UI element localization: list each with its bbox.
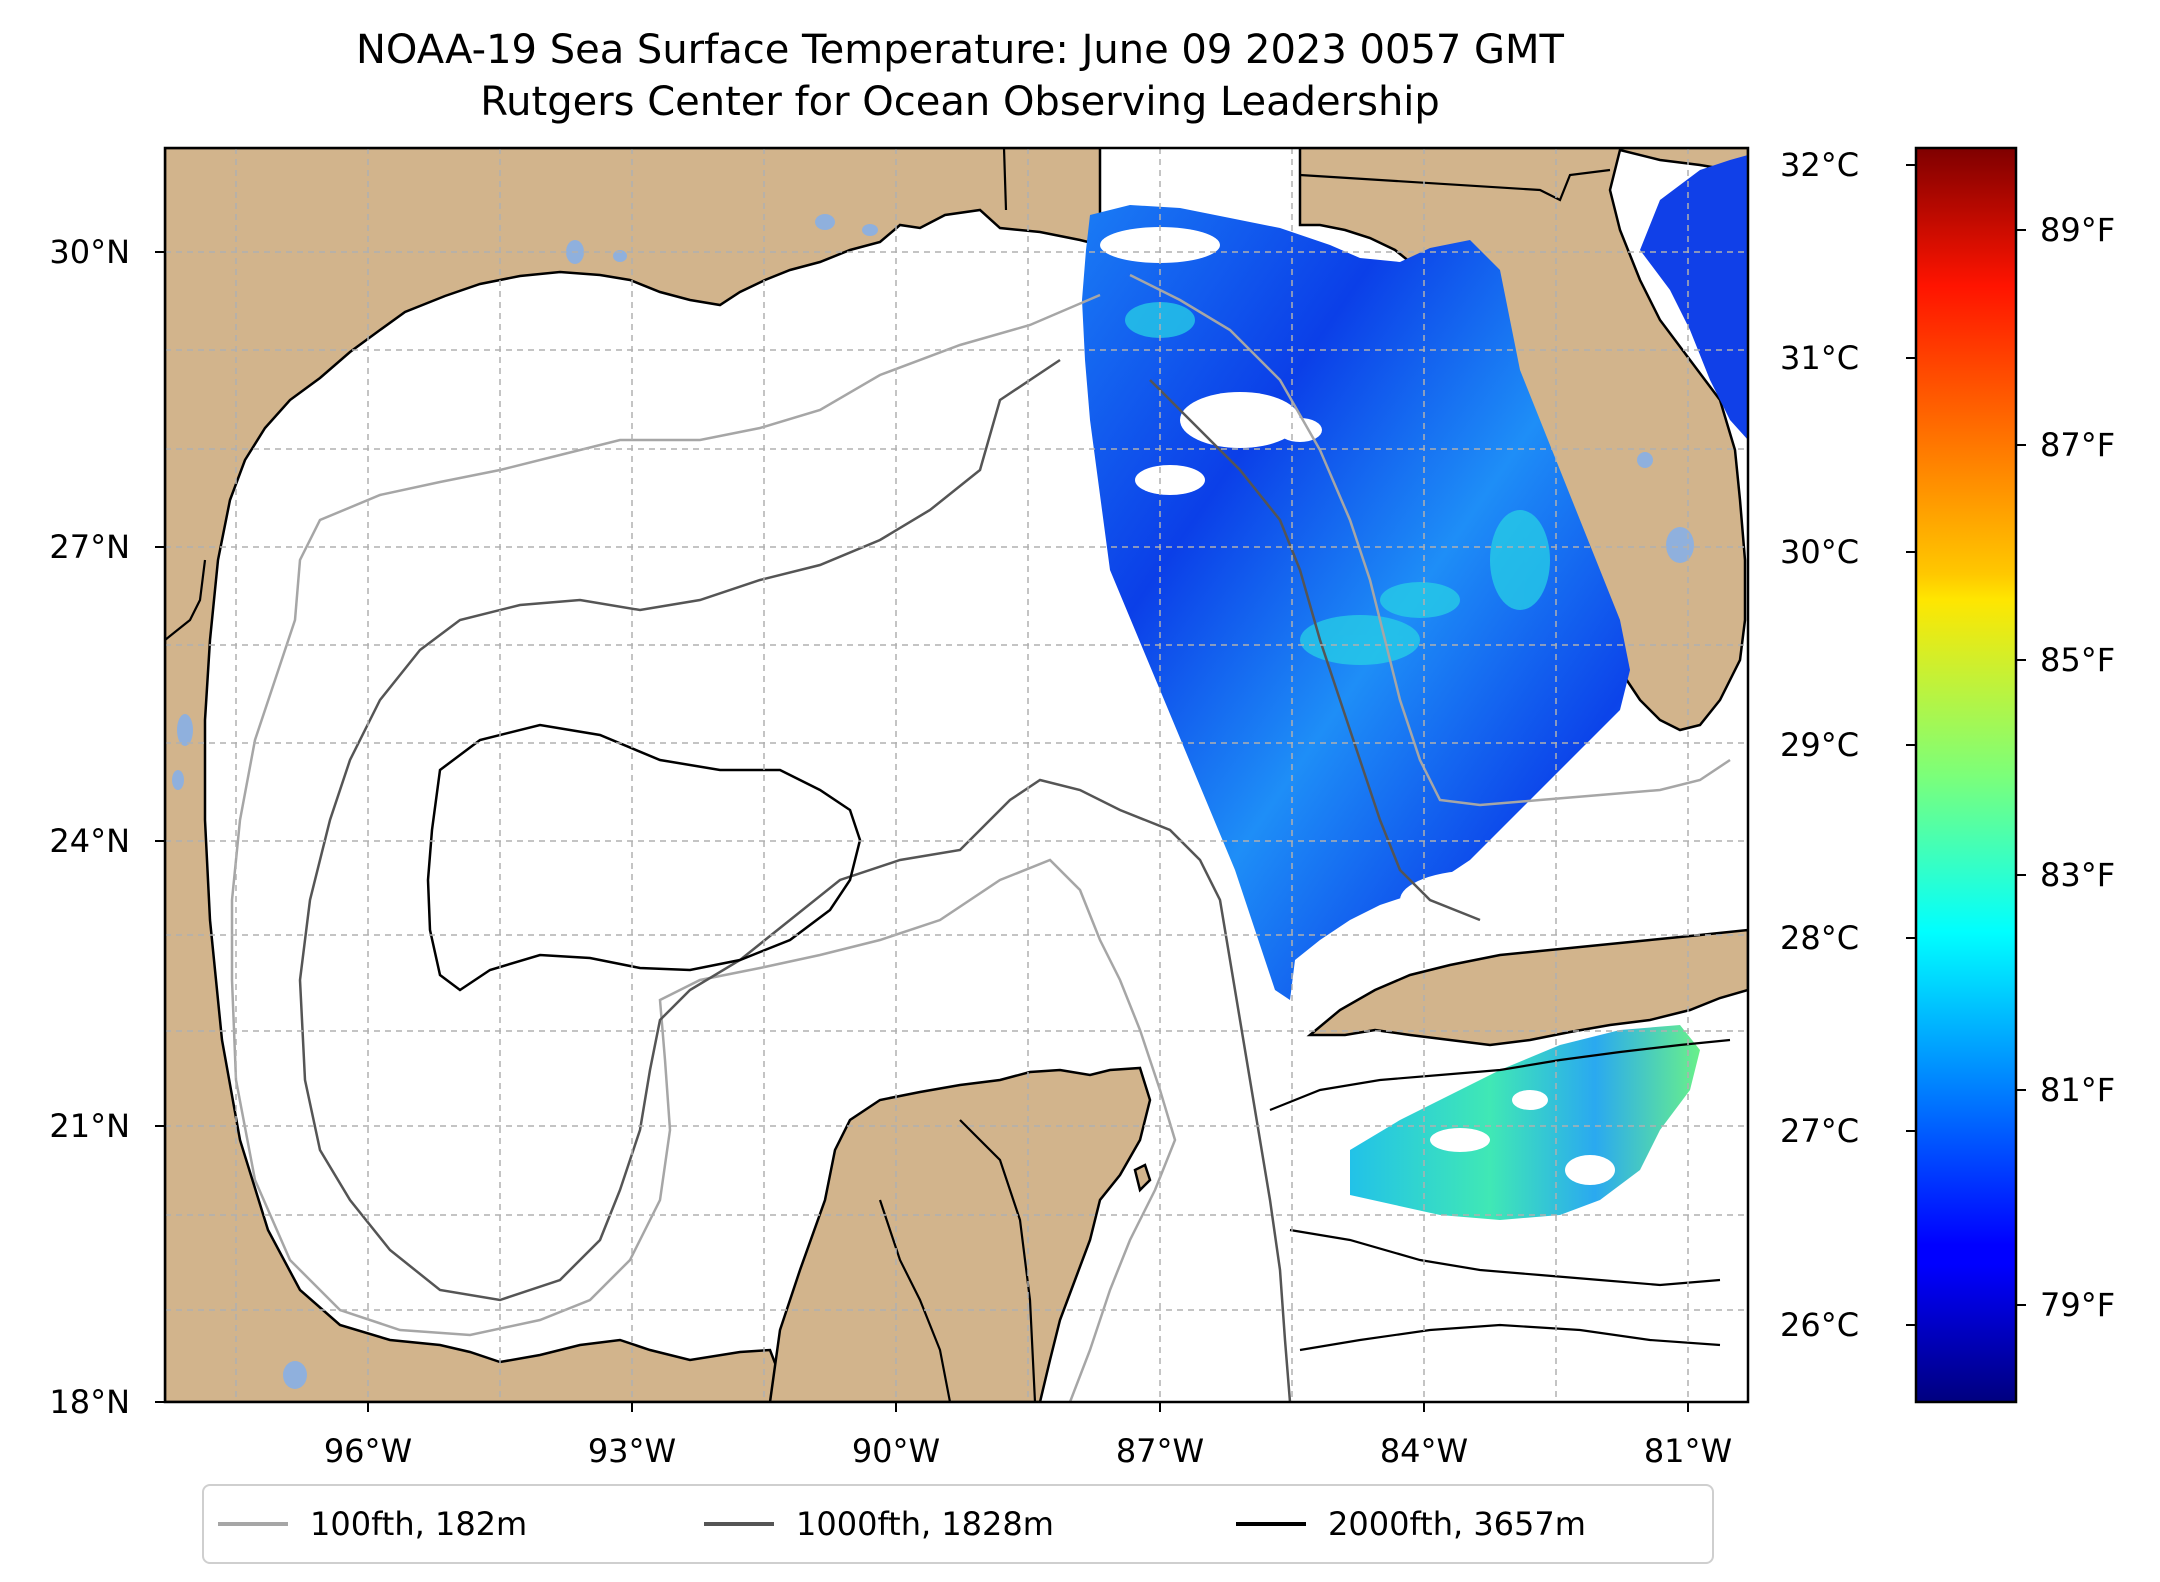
colorbar-label-31c: 31°C xyxy=(1780,339,1860,377)
lakes xyxy=(172,214,1694,1389)
colorbar-label-32c: 32°C xyxy=(1780,146,1860,184)
colorbar-label-85f: 85°F xyxy=(2040,641,2116,679)
lon-label-96w: 96°W xyxy=(323,1432,413,1470)
legend-swatch-1000fth xyxy=(704,1522,774,1526)
cloud-gaps xyxy=(1100,227,1560,930)
cuba-cloud-gaps xyxy=(1430,1090,1615,1185)
colorbar-label-29c: 29°C xyxy=(1780,726,1860,764)
colorbar-label-89f: 89°F xyxy=(2040,211,2116,249)
lon-ticks xyxy=(367,1402,1689,1412)
colorbar-label-26c: 26°C xyxy=(1780,1306,1860,1344)
colorbar-gradient xyxy=(1916,148,2016,1402)
lon-label-81w: 81°W xyxy=(1643,1432,1733,1470)
isobath-1000fth xyxy=(298,358,1292,1402)
colorbar-celsius-ticks xyxy=(1906,164,1916,1326)
colorbar-label-79f: 79°F xyxy=(2040,1286,2116,1324)
map-subtitle: Rutgers Center for Ocean Observing Leade… xyxy=(480,79,1440,125)
colorbar-label-87f: 87°F xyxy=(2040,426,2116,464)
colorbar-label-30c: 30°C xyxy=(1780,533,1860,571)
legend-label-2000fth: 2000fth, 3657m xyxy=(1328,1505,1586,1543)
cozumel-land xyxy=(1133,1163,1152,1193)
legend-label-1000fth: 1000fth, 1828m xyxy=(796,1505,1054,1543)
legend-swatch-2000fth xyxy=(1236,1522,1306,1526)
lat-label-21n: 21°N xyxy=(49,1107,130,1145)
legend-swatch-100fth xyxy=(218,1522,288,1526)
isobath-2000fth xyxy=(426,723,862,992)
yucatan-peninsula-land xyxy=(768,1066,1152,1402)
political-borders xyxy=(165,148,1611,1402)
colorbar-label-81f: 81°F xyxy=(2040,1071,2116,1109)
colorbar-label-27c: 27°C xyxy=(1780,1112,1860,1150)
map-title: NOAA-19 Sea Surface Temperature: June 09… xyxy=(355,27,1564,73)
colorbar-label-28c: 28°C xyxy=(1780,919,1860,957)
lat-label-24n: 24°N xyxy=(49,822,130,860)
isobath-100fth xyxy=(230,293,1177,1402)
colorbar-frame xyxy=(1914,146,2018,1404)
cuba-land xyxy=(1306,928,1748,1047)
lon-label-84w: 84°W xyxy=(1379,1432,1469,1470)
lat-label-30n: 30°N xyxy=(49,233,130,271)
contour-legend: 100fth, 182m 1000fth, 1828m 2000fth, 365… xyxy=(202,1484,1714,1564)
colorbar-fahrenheit-ticks xyxy=(2016,229,2026,1306)
lat-label-27n: 27°N xyxy=(49,528,130,566)
lat-label-18n: 18°N xyxy=(49,1383,130,1421)
lon-label-90w: 90°W xyxy=(851,1432,941,1470)
graticule xyxy=(165,148,1748,1402)
map-frame xyxy=(163,146,1750,1404)
lon-label-93w: 93°W xyxy=(587,1432,677,1470)
lon-label-87w: 87°W xyxy=(1115,1432,1205,1470)
isobath-contours xyxy=(230,273,1731,1402)
lat-ticks xyxy=(155,251,165,1403)
colorbar-label-83f: 83°F xyxy=(2040,856,2116,894)
sst-warm-patches xyxy=(1125,302,1550,665)
legend-label-100fth: 100fth, 182m xyxy=(310,1505,528,1543)
sst-swath-atlantic xyxy=(1640,155,1748,440)
north-america-land xyxy=(165,148,1102,1402)
